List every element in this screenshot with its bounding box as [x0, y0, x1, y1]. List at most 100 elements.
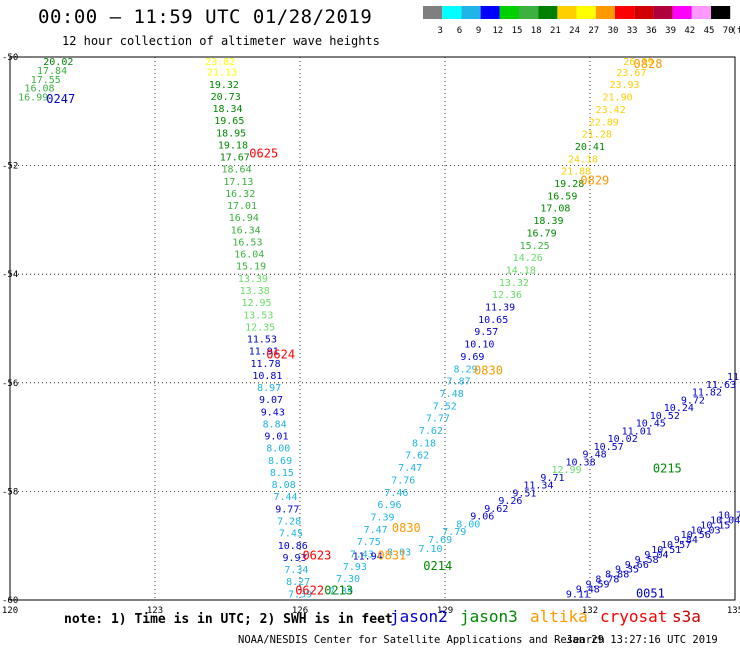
- swh-value: 9.57: [474, 327, 498, 338]
- swh-value: 8.00: [266, 444, 290, 455]
- legend-cryosat: cryosat: [600, 607, 668, 626]
- swh-value: 12.95: [241, 298, 271, 309]
- x-tick-label: 123: [147, 606, 163, 616]
- swh-value: 16.79: [526, 228, 556, 239]
- swh-value: 18.34: [212, 104, 242, 115]
- swh-value: 9.01: [264, 432, 288, 443]
- y-tick-label: -56: [2, 379, 18, 389]
- pass-time-label: 0625: [249, 146, 278, 160]
- swh-value: 20.41: [575, 142, 605, 153]
- swh-value: 10.65: [478, 315, 508, 326]
- swh-value: 10.45: [636, 419, 666, 430]
- swh-value: 19.28: [554, 179, 584, 190]
- swh-value: 7.77: [426, 414, 450, 425]
- swh-value: 9.58: [635, 555, 659, 566]
- swh-value: 9.48: [583, 450, 607, 461]
- swh-value: 7.39: [288, 589, 312, 600]
- swh-value: 8.18: [412, 438, 436, 449]
- legend-jason2: jason2: [390, 607, 448, 626]
- y-tick-label: -52: [2, 162, 18, 172]
- swh-value: 16.32: [225, 189, 255, 200]
- swh-value: 17.67: [220, 153, 250, 164]
- pass-time-label: 0829: [580, 174, 609, 188]
- swh-value: 7.52: [433, 401, 457, 412]
- swh-value: 19.32: [209, 80, 239, 91]
- swh-value: 9.26: [498, 496, 522, 507]
- scale-swatch: [634, 6, 654, 19]
- swh-value: 8.03: [387, 548, 411, 559]
- swh-value: 11.82: [692, 388, 722, 399]
- footer-timestamp: Jan 29 13:27:16 UTC 2019: [566, 634, 718, 646]
- swh-value: 23.82: [205, 57, 235, 68]
- swh-value: 11.94: [353, 551, 383, 562]
- swh-value: 10.57: [594, 442, 624, 453]
- scale-swatch: [576, 6, 596, 19]
- swh-value: 9.71: [540, 473, 564, 484]
- swh-value: 7.47: [398, 463, 422, 474]
- swh-value: 9.69: [460, 352, 484, 363]
- swh-value: 10.02: [608, 434, 638, 445]
- footer-credit: NOAA/NESDIS Center for Satellite Applica…: [238, 634, 605, 646]
- swh-value: 9.77: [275, 504, 299, 515]
- pass-time-label: 0830: [474, 364, 503, 378]
- swh-value: 16.99: [18, 92, 48, 103]
- swh-value: 23.93: [609, 80, 639, 91]
- swh-value: 9.84: [674, 535, 698, 546]
- scale-tick-label: 12: [492, 26, 503, 36]
- swh-value: 8.29: [453, 364, 477, 375]
- swh-value: 12.36: [492, 290, 522, 301]
- swh-value: 10.24: [664, 403, 694, 414]
- pass-time-label: 0214: [423, 559, 452, 573]
- swh-value: 21.88: [561, 167, 591, 178]
- map-title: 00:00 – 11:59 UTC 01/28/2019: [38, 6, 373, 28]
- swh-value: 23.67: [616, 68, 646, 79]
- swh-value: 8.00: [456, 519, 480, 530]
- legend-s3a: s3a: [672, 607, 701, 626]
- swh-value: 20.02: [43, 57, 73, 68]
- swh-value: 22.89: [589, 117, 619, 128]
- swh-value: 18.39: [533, 216, 563, 227]
- swh-value: 16.59: [547, 191, 577, 202]
- map-subtitle: 12 hour collection of altimeter wave hei…: [62, 34, 380, 48]
- swh-value: 23.42: [596, 105, 626, 116]
- swh-value: 7.69: [428, 535, 452, 546]
- track-jason2-0215: 7.697.798.009.069.629.269.5111.349.7112.…: [428, 372, 739, 546]
- swh-value: 13.38: [240, 286, 270, 297]
- swh-value: 14.26: [513, 253, 543, 264]
- legend-altika: altika: [530, 607, 588, 626]
- swh-value: 7.44: [273, 492, 297, 503]
- swh-value: 7.87: [447, 377, 471, 388]
- scale-swatch: [423, 6, 443, 19]
- swh-value: 8.08: [272, 480, 296, 491]
- swh-value: 7.46: [384, 488, 408, 499]
- y-tick-label: -58: [2, 487, 18, 497]
- swh-value: 11.78: [251, 359, 281, 370]
- swh-value: 18.64: [222, 165, 252, 176]
- swh-value: 11.53: [247, 335, 277, 346]
- pass-time-label: 0247: [46, 92, 75, 106]
- swh-value: 8.84: [263, 419, 287, 430]
- y-tick-label: -60: [2, 596, 18, 606]
- swh-value: 7.75: [357, 537, 381, 548]
- swh-value: 19.18: [218, 140, 248, 151]
- swh-value: 21.13: [207, 68, 237, 79]
- swh-value: 7.48: [440, 389, 464, 400]
- swh-value: 11.34: [523, 481, 553, 492]
- swh-value: 8.15: [270, 468, 294, 479]
- scale-swatch: [480, 6, 500, 19]
- swh-value: 6.96: [377, 500, 401, 511]
- scale-tick-label: 18: [531, 26, 542, 36]
- scale-tick-label: 24: [569, 26, 580, 36]
- scale-tick-label: 3: [437, 26, 442, 36]
- x-tick-label: 126: [292, 606, 308, 616]
- swh-value: 13.53: [243, 310, 273, 321]
- x-tick-label: 135: [727, 606, 740, 616]
- note-text: note: 1) Time is in UTC; 2) SWH is in fe…: [64, 612, 393, 627]
- scale-swatch: [595, 6, 615, 19]
- swh-value: 9.07: [259, 395, 283, 406]
- swh-value: 11: [727, 372, 739, 383]
